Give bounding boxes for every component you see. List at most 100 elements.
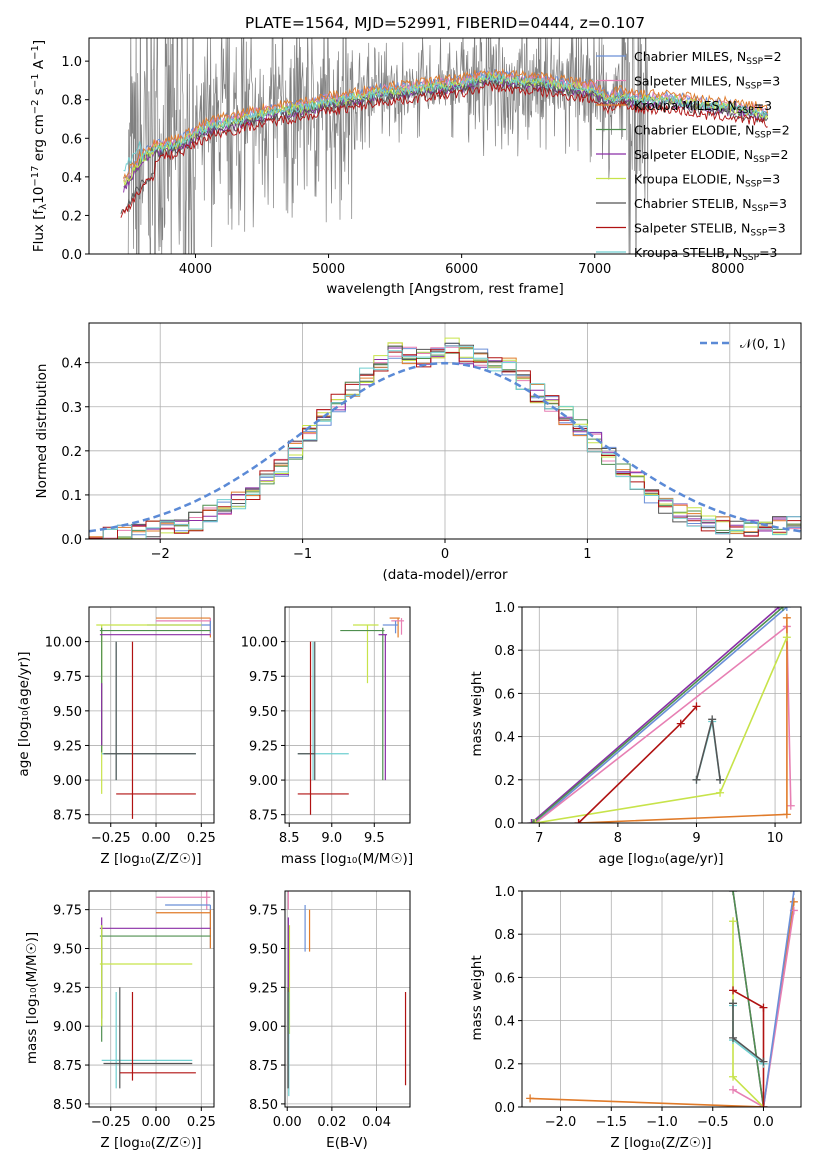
- panel-y-tick-label: 0.0: [494, 817, 515, 832]
- legend-label-7: Salpeter STELIB, NSSP=3: [634, 221, 786, 239]
- mass-weight-line-8: [695, 719, 721, 781]
- spectrum-plot-area: [120, 38, 769, 254]
- panel-x-tick-label: 0.00: [273, 1115, 302, 1130]
- age-Z-x-label: Z [log₁₀(Z/Z☉)]: [100, 851, 201, 867]
- spectrum-x-tick-label: 4000: [179, 262, 212, 277]
- panel-frame: [284, 606, 411, 824]
- residuals-plot-area: [88, 337, 802, 540]
- panel-frame: [521, 606, 802, 824]
- spectrum-x-tick-label: 6000: [445, 262, 478, 277]
- mass-weight-point: [676, 719, 685, 728]
- mw-Z-y-label: mass weight: [469, 955, 485, 1040]
- spectrum-x-ticks: 4000 5000 6000 7000 8000: [179, 254, 744, 277]
- mass-weight-point: [789, 891, 798, 895]
- panel-y-tick-label: 10.00: [241, 636, 278, 651]
- panel-marks: [297, 617, 405, 815]
- panel-marks: [287, 891, 407, 1097]
- panel-y-tick-label: 9.25: [249, 981, 278, 996]
- observed-spectrum: [127, 38, 768, 254]
- spectrum-legend: Chabrier MILES, NSSP=2 Salpeter MILES, NS…: [596, 49, 790, 263]
- residuals-y-tick-label: 0.4: [61, 357, 82, 372]
- mass-weight-line-1: [534, 624, 792, 823]
- panel-x-tick-label: 10: [767, 831, 784, 846]
- residuals-x-label: (data-model)/error: [382, 567, 508, 583]
- mass-weight-point: [789, 897, 798, 906]
- model-spectrum-7: [120, 80, 768, 218]
- panel-y-tick-label: 9.50: [249, 705, 278, 720]
- panel-x-tick-label: 9: [692, 831, 700, 846]
- panel-y-tick-label: 0.6: [494, 687, 515, 702]
- panel-x-tick-label: 0.25: [187, 1115, 216, 1130]
- panel-x-tick-label: 8: [614, 831, 622, 846]
- gauss-legend-label: 𝒩(0, 1): [740, 336, 786, 351]
- mw-Z-x-label: Z [log₁₀(Z/Z☉)]: [610, 1135, 711, 1151]
- mass-weight-point: [778, 607, 787, 611]
- legend-label-3: Chabrier ELODIE, NSSP=2: [634, 123, 790, 141]
- panel-x-tick-label: 0.00: [142, 1115, 171, 1130]
- mass-weight-line-5: [535, 636, 788, 823]
- panel-x-tick-label: 0.25: [187, 831, 216, 846]
- mass-weight-point: [729, 999, 738, 1008]
- panel-y-tick-label: 1.0: [494, 601, 515, 616]
- mass-weight-line-2: [762, 891, 795, 1107]
- mass-weight-line-0: [530, 901, 795, 1107]
- panel-y-tick-label: 8.50: [53, 1098, 82, 1113]
- panel-y-tick-label: 8.75: [53, 1059, 82, 1074]
- mass-weight-point: [692, 775, 701, 784]
- panel-y-tick-label: 9.50: [249, 942, 278, 957]
- mass-weight-point: [716, 775, 725, 784]
- mass-weight-line-0: [534, 607, 788, 823]
- panel-y-tick-label: 10.00: [45, 636, 82, 651]
- legend-label-6: Chabrier STELIB, NSSP=3: [634, 196, 787, 214]
- residuals-x-ticks: −2 −1 0 1 2: [151, 539, 734, 562]
- panel-y-tick-label: 0.4: [494, 1015, 515, 1030]
- panel-y-tick-label: 9.25: [53, 739, 82, 754]
- mass-weight-point: [782, 633, 791, 642]
- panel-x-tick-label: 0.02: [317, 1115, 346, 1130]
- residuals-panel: −2 −1 0 1 2 0.0 0.1 0.2 0.3 0.4 (data-model)/err…: [34, 322, 802, 583]
- mass-weight-point: [729, 1033, 738, 1042]
- legend-label-4: Salpeter ELODIE, NSSP=2: [634, 147, 788, 165]
- residual-histogram-6: [89, 342, 801, 540]
- panel-y-tick-label: 0.2: [494, 774, 515, 789]
- legend-label-0: Chabrier MILES, NSSP=2: [634, 49, 782, 67]
- mass-weight-line-6: [732, 989, 765, 1107]
- panel-y-tick-label: 8.50: [249, 1098, 278, 1113]
- mass-weight-point: [574, 819, 583, 823]
- mass-weight-point: [759, 1103, 768, 1107]
- mass-weight-point: [729, 986, 738, 995]
- mass-weight-point: [759, 1003, 768, 1012]
- mass-weight-point: [526, 1094, 535, 1103]
- mass-weight-line-4: [532, 607, 784, 823]
- mass-weight-point: [782, 607, 791, 611]
- panel-x-tick-label: 9.5: [364, 831, 385, 846]
- panel-y-tick-label: 9.50: [53, 705, 82, 720]
- panel-y-tick-label: 9.00: [53, 1020, 82, 1035]
- mass-weight-point: [708, 715, 717, 724]
- panel-y-tick-label: 8.75: [53, 809, 82, 824]
- legend-label-5: Kroupa ELODIE, NSSP=3: [634, 172, 780, 190]
- spectrum-y-label: Flux [fλ10−17 erg cm−2 s−1 A−1]: [30, 40, 49, 252]
- residuals-y-tick-label: 0.0: [61, 533, 82, 548]
- mass-weight-line-1: [732, 910, 795, 1107]
- spectrum-y-tick-label: 0.6: [61, 132, 82, 147]
- panel-marks: [96, 617, 211, 819]
- mass-Z-y-label: mass [log₁₀(M/M☉)]: [24, 932, 40, 1064]
- parameter-panels: −0.25 0.00 0.258.759.009.259.509.7510.008.…: [45, 601, 802, 1130]
- mass-weight-point: [729, 891, 738, 895]
- panel-y-tick-label: 8.75: [249, 1059, 278, 1074]
- mass-weight-point: [782, 613, 791, 622]
- panel-marks: [99, 891, 211, 1089]
- panel-x-tick-label: 0.0: [753, 1115, 774, 1130]
- mass-ebv-x-label: E(B-V): [326, 1135, 368, 1151]
- spectrum-y-ticks: 0.0 0.2 0.4 0.6 0.8 1.0: [61, 55, 89, 263]
- panel-x-tick-label: 8.5: [279, 831, 300, 846]
- panel-x-tick-label: 7: [535, 831, 543, 846]
- panel-y-tick-label: 9.75: [249, 670, 278, 685]
- panel-y-tick-label: 0.4: [494, 731, 515, 746]
- mw-age-x-label: age [log₁₀(age/yr)]: [598, 851, 723, 867]
- panel-x-tick-label: 9.0: [321, 831, 342, 846]
- panel-age_Z: −0.25 0.00 0.25 8.75 9.00 9.25 9.50 9.75 10.00: [45, 606, 216, 846]
- panel-y-tick-label: 9.25: [53, 981, 82, 996]
- panel-x-tick-label: −1.5: [595, 1115, 627, 1130]
